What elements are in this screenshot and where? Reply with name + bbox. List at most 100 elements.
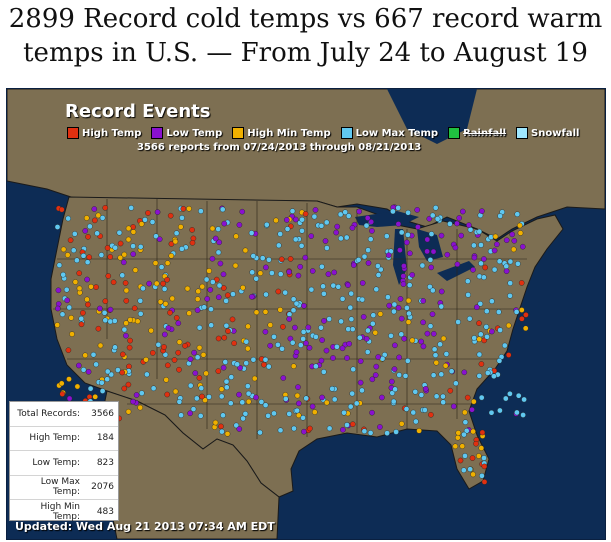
- record-marker: [361, 253, 368, 260]
- record-marker: [305, 324, 312, 331]
- record-marker: [149, 219, 156, 225]
- record-marker: [269, 270, 275, 276]
- record-marker: [501, 342, 508, 349]
- record-marker: [467, 466, 473, 473]
- record-marker: [131, 305, 138, 311]
- record-marker: [245, 398, 252, 405]
- record-marker: [59, 206, 65, 213]
- record-marker: [443, 351, 450, 357]
- record-marker: [187, 356, 194, 363]
- record-marker: [398, 420, 405, 427]
- record-marker: [438, 371, 445, 378]
- record-marker: [78, 315, 85, 322]
- record-marker: [345, 282, 351, 288]
- stats-label: Low Max Temp:: [40, 477, 80, 498]
- record-marker: [228, 374, 235, 380]
- record-marker: [138, 390, 145, 396]
- record-marker: [95, 212, 102, 219]
- record-marker: [125, 236, 132, 243]
- record-marker: [122, 280, 129, 286]
- record-marker: [142, 216, 148, 223]
- record-marker: [271, 410, 277, 417]
- legend-item-low-temp: Low Temp: [151, 127, 222, 139]
- record-marker: [478, 260, 484, 267]
- record-marker: [225, 328, 231, 334]
- record-marker: [418, 338, 425, 345]
- record-marker: [334, 223, 341, 230]
- record-marker: [461, 409, 468, 416]
- record-marker: [397, 247, 403, 253]
- stats-label: High Min Temp:: [40, 501, 80, 522]
- record-marker: [184, 285, 191, 292]
- record-marker: [200, 351, 207, 358]
- record-marker: [244, 383, 251, 389]
- record-marker: [127, 337, 133, 344]
- record-marker: [462, 419, 469, 426]
- record-marker: [375, 263, 381, 269]
- record-marker: [372, 372, 379, 378]
- record-marker: [244, 345, 251, 352]
- record-marker: [461, 431, 467, 438]
- record-marker: [300, 329, 307, 335]
- record-marker: [99, 379, 105, 386]
- record-marker: [95, 325, 102, 332]
- record-marker: [405, 209, 411, 216]
- record-marker: [432, 205, 439, 211]
- record-marker: [248, 293, 255, 300]
- record-marker: [198, 208, 204, 214]
- record-marker: [422, 407, 428, 413]
- record-marker: [82, 352, 88, 359]
- record-marker: [283, 217, 290, 223]
- record-marker: [497, 213, 503, 219]
- record-marker: [466, 315, 473, 322]
- record-marker: [163, 376, 169, 383]
- record-marker: [369, 376, 376, 383]
- record-marker: [55, 301, 62, 307]
- record-marker: [239, 208, 245, 215]
- record-marker: [220, 285, 227, 291]
- record-marker: [121, 326, 128, 333]
- record-marker: [207, 286, 214, 293]
- record-marker: [201, 304, 207, 310]
- record-marker: [187, 410, 193, 417]
- record-marker: [391, 366, 398, 372]
- record-marker: [149, 350, 156, 356]
- record-marker: [308, 286, 315, 293]
- record-marker: [60, 246, 67, 253]
- record-marker: [368, 219, 375, 225]
- record-marker: [484, 333, 490, 340]
- legend-swatch: [448, 127, 461, 139]
- record-marker: [297, 342, 304, 348]
- record-marker: [313, 334, 319, 340]
- record-marker: [461, 369, 468, 376]
- record-marker: [76, 285, 83, 292]
- record-marker: [306, 344, 313, 351]
- record-marker: [375, 354, 382, 360]
- record-marker: [448, 368, 455, 375]
- record-marker: [507, 258, 514, 265]
- record-marker: [299, 227, 305, 234]
- record-marker: [186, 310, 192, 316]
- record-marker: [341, 409, 347, 416]
- record-marker: [324, 245, 330, 251]
- record-marker: [245, 390, 252, 397]
- record-marker: [286, 269, 292, 275]
- stats-box: Total Records: 3566 High Temp: 184 Low Temp:…: [9, 401, 119, 522]
- record-marker: [495, 309, 502, 315]
- record-marker: [361, 428, 368, 435]
- record-marker: [196, 324, 203, 331]
- record-marker: [190, 406, 197, 412]
- record-marker: [409, 272, 416, 278]
- record-marker: [385, 252, 392, 258]
- record-marker: [308, 233, 315, 239]
- record-marker: [154, 209, 161, 215]
- record-marker: [470, 428, 476, 435]
- record-marker: [403, 406, 410, 412]
- record-marker: [209, 255, 216, 262]
- record-marker: [301, 302, 307, 309]
- record-marker: [403, 239, 410, 246]
- record-marker: [292, 216, 299, 223]
- record-marker: [295, 400, 302, 407]
- legend-label: High Temp: [82, 127, 142, 139]
- record-marker: [259, 255, 266, 261]
